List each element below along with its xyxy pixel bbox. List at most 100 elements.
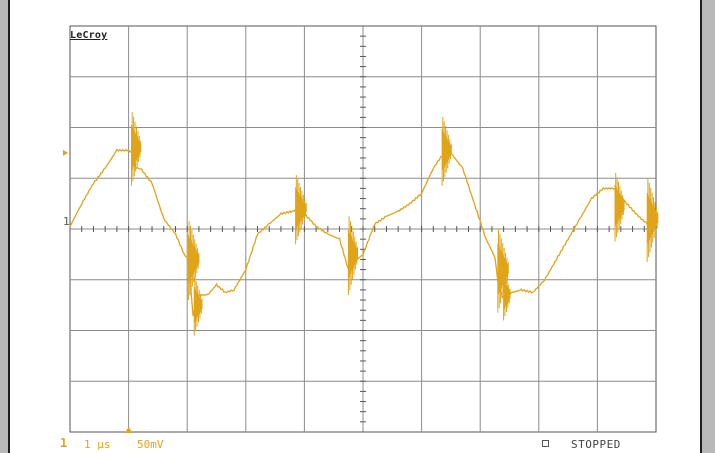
grid-dot xyxy=(157,380,159,382)
grid-dot xyxy=(327,76,329,78)
grid-dot xyxy=(642,76,644,78)
grid-dot xyxy=(592,380,594,382)
grid-dot xyxy=(482,380,484,382)
grid-dot xyxy=(402,380,404,382)
grid-dot xyxy=(422,76,424,78)
grid-dot xyxy=(147,76,149,78)
grid-dot xyxy=(427,380,429,382)
grid-dot xyxy=(197,380,199,382)
ringing-burst xyxy=(193,276,203,336)
grid-dot xyxy=(187,76,189,78)
trigger-position-marker xyxy=(124,427,133,433)
grid-dot xyxy=(517,380,519,382)
grid-dot xyxy=(192,76,194,78)
grid-dot xyxy=(77,380,79,382)
acquisition-state-icon xyxy=(542,440,549,447)
ringing-burst xyxy=(614,172,625,242)
grid-dot xyxy=(352,380,354,382)
channel-indicator[interactable]: 1 xyxy=(60,436,68,450)
grid-dot xyxy=(552,76,554,78)
grid-dot xyxy=(482,76,484,78)
grid-dot xyxy=(322,380,324,382)
grid-dot xyxy=(597,76,599,78)
grid-dot xyxy=(577,76,579,78)
grid-dot xyxy=(292,380,294,382)
grid-dot xyxy=(282,380,284,382)
grid-dot xyxy=(442,380,444,382)
grid-dot xyxy=(352,76,354,78)
grid-dot xyxy=(417,76,419,78)
grid-dot xyxy=(562,380,564,382)
timebase-readout[interactable]: 1 μs xyxy=(84,438,111,451)
grid-dot xyxy=(367,76,369,78)
grid-dot xyxy=(502,76,504,78)
grid-dot xyxy=(102,380,104,382)
grid-dot xyxy=(467,76,469,78)
grid-dot xyxy=(342,76,344,78)
grid-dot xyxy=(117,76,119,78)
grid-dot xyxy=(297,380,299,382)
grid-dot xyxy=(132,76,134,78)
grid-dot xyxy=(472,380,474,382)
grid-dot xyxy=(527,380,529,382)
grid-dot xyxy=(477,76,479,78)
grid-dot xyxy=(267,380,269,382)
grid-dot xyxy=(197,76,199,78)
grid-dot xyxy=(232,380,234,382)
grid-dot xyxy=(127,380,129,382)
brand-label: LeCroy xyxy=(70,30,108,41)
grid-dot xyxy=(252,380,254,382)
ringing-burst xyxy=(441,117,452,186)
grid-dot xyxy=(272,76,274,78)
grid-dot xyxy=(502,380,504,382)
grid-dot xyxy=(117,380,119,382)
grid-dot xyxy=(582,380,584,382)
grid-dot xyxy=(122,76,124,78)
grid-dot xyxy=(367,380,369,382)
grid-dot xyxy=(512,76,514,78)
grid-dot xyxy=(227,76,229,78)
grid-dot xyxy=(647,380,649,382)
grid-dot xyxy=(297,76,299,78)
grid-dot xyxy=(422,380,424,382)
grid-dot xyxy=(92,76,94,78)
grid-dot xyxy=(512,380,514,382)
grid-dot xyxy=(397,76,399,78)
grid-dot xyxy=(112,380,114,382)
grid-dot xyxy=(262,76,264,78)
grid-dot xyxy=(167,76,169,78)
grid-dot xyxy=(302,380,304,382)
grid-dot xyxy=(492,380,494,382)
grid-dot xyxy=(127,76,129,78)
grid-dot xyxy=(187,380,189,382)
grid-dot xyxy=(612,380,614,382)
grid-dot xyxy=(182,76,184,78)
grid-dot xyxy=(477,380,479,382)
grid-dot xyxy=(452,76,454,78)
grid-dot xyxy=(462,76,464,78)
grid-dot xyxy=(237,76,239,78)
grid-dot xyxy=(217,76,219,78)
grid-dot xyxy=(437,380,439,382)
volts-per-div-readout[interactable]: 50mV xyxy=(137,438,164,451)
grid-dot xyxy=(507,76,509,78)
grid-dot xyxy=(442,76,444,78)
grid-dot xyxy=(562,76,564,78)
grid-dot xyxy=(517,76,519,78)
grid-dot xyxy=(202,380,204,382)
grid-dot xyxy=(567,76,569,78)
grid-dot xyxy=(337,76,339,78)
grid-dot xyxy=(652,380,654,382)
grid-dot xyxy=(247,380,249,382)
grid-dot xyxy=(257,380,259,382)
grid-dot xyxy=(382,380,384,382)
grid-dot xyxy=(447,76,449,78)
grid-dot xyxy=(167,380,169,382)
grid-dot xyxy=(257,76,259,78)
grid-dot xyxy=(462,380,464,382)
grid-dot xyxy=(222,380,224,382)
ringing-burst xyxy=(646,178,659,262)
grid-dot xyxy=(152,380,154,382)
grid-dot xyxy=(412,76,414,78)
grid-dot xyxy=(452,380,454,382)
